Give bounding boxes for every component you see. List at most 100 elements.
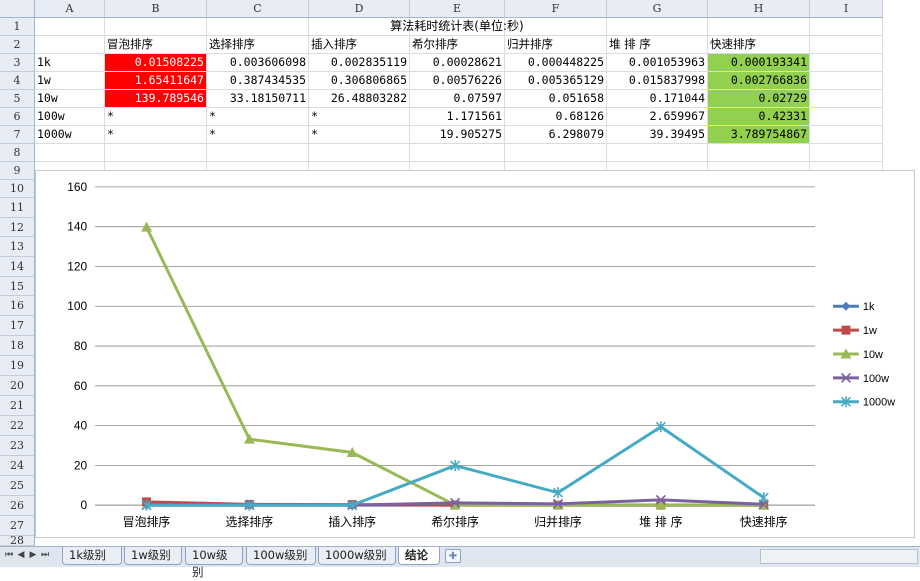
value-cell[interactable]: 26.48803282	[309, 90, 410, 108]
last-sheet-icon[interactable]: ⏭	[40, 548, 50, 562]
row-header[interactable]: 11	[0, 198, 35, 218]
value-cell[interactable]: 0.000193341	[708, 54, 810, 72]
row-header[interactable]: 23	[0, 436, 35, 456]
row-header[interactable]: 4	[0, 72, 35, 90]
value-cell[interactable]: *	[105, 126, 207, 144]
value-cell[interactable]: 0.005365129	[505, 72, 607, 90]
value-cell[interactable]: 0.001053963	[607, 54, 708, 72]
value-cell[interactable]: 0.00028621	[410, 54, 505, 72]
cell[interactable]	[35, 36, 105, 54]
value-cell[interactable]: 1.65411647	[105, 72, 207, 90]
value-cell[interactable]: 3.789754867	[708, 126, 810, 144]
value-cell[interactable]: 2.659967	[607, 108, 708, 126]
cell[interactable]	[708, 144, 810, 162]
value-cell[interactable]: 0.02729	[708, 90, 810, 108]
value-cell[interactable]: 0.01508225	[105, 54, 207, 72]
cell[interactable]	[810, 126, 883, 144]
column-header[interactable]: C	[207, 0, 309, 18]
cell[interactable]	[810, 144, 883, 162]
value-cell[interactable]: 0.051658	[505, 90, 607, 108]
sheet-tab[interactable]: 结论	[398, 547, 440, 565]
row-header[interactable]: 6	[0, 108, 35, 126]
row-header[interactable]: 15	[0, 277, 35, 296]
horizontal-scrollbar[interactable]	[760, 549, 918, 564]
row-header[interactable]: 10	[0, 180, 35, 198]
value-cell[interactable]: *	[207, 126, 309, 144]
next-sheet-icon[interactable]: ▶	[28, 548, 38, 562]
cell[interactable]	[35, 18, 105, 36]
row-header[interactable]: 20	[0, 376, 35, 396]
row-header[interactable]: 2	[0, 36, 35, 54]
row-header[interactable]: 7	[0, 126, 35, 144]
line-chart[interactable]: 020406080100120140160冒泡排序选择排序插入排序希尔排序归并排…	[35, 170, 915, 538]
value-cell[interactable]: *	[105, 108, 207, 126]
value-cell[interactable]: 0.07597	[410, 90, 505, 108]
sheet-tab[interactable]: 1k级别	[62, 547, 122, 565]
table-title[interactable]: 算法耗时统计表(单位:秒)	[105, 18, 810, 36]
sheet-tab[interactable]: 1000w级别	[318, 547, 396, 565]
value-cell[interactable]: 0.002766836	[708, 72, 810, 90]
column-header[interactable]: I	[810, 0, 883, 18]
cell[interactable]	[505, 144, 607, 162]
value-cell[interactable]: 6.298079	[505, 126, 607, 144]
value-cell[interactable]: 0.387434535	[207, 72, 309, 90]
value-cell[interactable]: 0.68126	[505, 108, 607, 126]
column-header[interactable]: H	[708, 0, 810, 18]
column-header[interactable]: G	[607, 0, 708, 18]
row-header[interactable]: 5	[0, 90, 35, 108]
row-label-cell[interactable]: 1w	[35, 72, 105, 90]
row-header[interactable]: 21	[0, 396, 35, 416]
column-header[interactable]: F	[505, 0, 607, 18]
value-cell[interactable]: 0.171044	[607, 90, 708, 108]
value-cell[interactable]: 0.42331	[708, 108, 810, 126]
insert-sheet-icon[interactable]: ✚	[445, 549, 461, 563]
row-header[interactable]: 13	[0, 237, 35, 257]
value-cell[interactable]: 0.00576226	[410, 72, 505, 90]
value-cell[interactable]: *	[309, 126, 410, 144]
cell[interactable]	[410, 144, 505, 162]
value-cell[interactable]: 0.003606098	[207, 54, 309, 72]
value-cell[interactable]: 0.000448225	[505, 54, 607, 72]
column-title-cell[interactable]: 冒泡排序	[105, 36, 207, 54]
sheet-tab[interactable]: 10w级别	[185, 547, 243, 565]
cell[interactable]	[309, 144, 410, 162]
column-header[interactable]: D	[309, 0, 410, 18]
value-cell[interactable]: 0.306806865	[309, 72, 410, 90]
first-sheet-icon[interactable]: ⏮	[4, 548, 14, 562]
sheet-tab[interactable]: 1w级别	[124, 547, 182, 565]
value-cell[interactable]: 0.002835119	[309, 54, 410, 72]
row-header[interactable]: 26	[0, 496, 35, 516]
row-label-cell[interactable]: 1000w	[35, 126, 105, 144]
value-cell[interactable]: 1.171561	[410, 108, 505, 126]
prev-sheet-icon[interactable]: ◀	[16, 548, 26, 562]
column-title-cell[interactable]: 插入排序	[309, 36, 410, 54]
row-header[interactable]: 25	[0, 476, 35, 496]
cell[interactable]	[810, 54, 883, 72]
row-header[interactable]: 28	[0, 536, 35, 546]
row-label-cell[interactable]: 1k	[35, 54, 105, 72]
cell[interactable]	[105, 144, 207, 162]
row-label-cell[interactable]: 100w	[35, 108, 105, 126]
value-cell[interactable]: 0.015837998	[607, 72, 708, 90]
row-header[interactable]: 17	[0, 316, 35, 336]
row-header[interactable]: 18	[0, 336, 35, 356]
row-header[interactable]: 27	[0, 516, 35, 536]
cell[interactable]	[607, 144, 708, 162]
cell[interactable]	[810, 72, 883, 90]
column-header[interactable]: B	[105, 0, 207, 18]
column-header[interactable]: A	[35, 0, 105, 18]
row-header[interactable]: 1	[0, 18, 35, 36]
cell[interactable]	[810, 36, 883, 54]
column-title-cell[interactable]: 快速排序	[708, 36, 810, 54]
column-title-cell[interactable]: 归并排序	[505, 36, 607, 54]
column-title-cell[interactable]: 希尔排序	[410, 36, 505, 54]
sheet-tab[interactable]: 100w级别	[246, 547, 316, 565]
row-header[interactable]: 3	[0, 54, 35, 72]
row-header[interactable]: 14	[0, 257, 35, 277]
cell[interactable]	[810, 90, 883, 108]
row-header[interactable]: 8	[0, 144, 35, 162]
cell[interactable]	[810, 108, 883, 126]
cell[interactable]	[207, 144, 309, 162]
column-title-cell[interactable]: 选择排序	[207, 36, 309, 54]
column-title-cell[interactable]: 堆 排 序	[607, 36, 708, 54]
